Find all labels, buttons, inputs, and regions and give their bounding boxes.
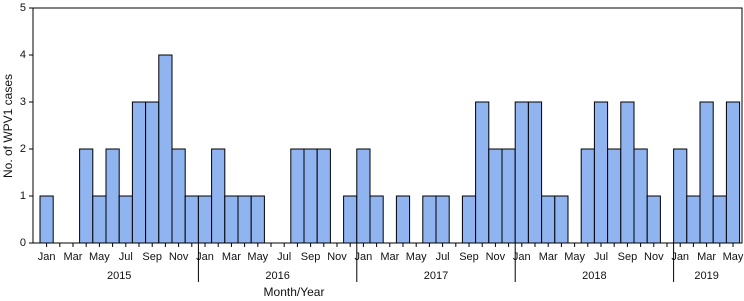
bar (105, 148, 120, 244)
bar (554, 195, 569, 244)
bar (422, 195, 437, 244)
x-tick-label: Sep (142, 251, 162, 263)
x-tick-label: May (564, 251, 585, 263)
x-tick-label: Sep (459, 251, 479, 263)
year-label: 2016 (265, 270, 289, 282)
bar (131, 101, 147, 244)
bar (369, 195, 384, 244)
x-tick-label: Jul (594, 251, 608, 263)
bar (593, 101, 609, 244)
bar (316, 148, 331, 244)
bar (39, 195, 54, 244)
bar (646, 195, 661, 244)
bar (224, 195, 239, 244)
x-tick-label: Mar (697, 251, 716, 263)
x-tick-label: Jan (355, 251, 373, 263)
bar (514, 101, 529, 244)
bar (250, 195, 265, 244)
bar (92, 195, 107, 244)
y-axis-title: No. of WPV1 cases (1, 74, 15, 178)
bar (686, 195, 701, 244)
bar (527, 101, 543, 244)
x-tick-label: May (89, 251, 110, 263)
x-tick-label: Mar (222, 251, 241, 263)
x-tick-label: Jan (513, 251, 531, 263)
year-label: 2017 (424, 270, 448, 282)
x-tick-label: Jul (119, 251, 133, 263)
bar (79, 148, 94, 244)
bar (158, 54, 173, 244)
x-tick-label: Mar (539, 251, 558, 263)
bar (488, 148, 503, 244)
x-tick-label: Nov (486, 251, 506, 263)
year-label: 2015 (107, 270, 131, 282)
bar (633, 148, 648, 244)
bar (541, 195, 556, 244)
x-tick-label: Nov (644, 251, 664, 263)
y-tick-label: 5 (20, 2, 26, 14)
x-tick-label: Jul (277, 251, 291, 263)
bar (184, 195, 199, 244)
year-label: 2019 (694, 270, 718, 282)
x-tick-label: Jan (196, 251, 214, 263)
plot-frame (32, 7, 743, 244)
bar (725, 101, 741, 244)
bar (197, 195, 213, 244)
y-tick-label: 2 (20, 143, 26, 155)
bar (435, 195, 450, 244)
bar (145, 101, 160, 244)
bar (356, 148, 371, 244)
y-tick-label: 3 (20, 96, 26, 108)
bar (475, 101, 490, 244)
bar (501, 148, 516, 244)
x-tick-label: May (406, 251, 427, 263)
x-axis-title: Month/Year (264, 285, 325, 299)
y-tick-label: 1 (20, 190, 26, 202)
bar (171, 148, 186, 244)
x-tick-label: May (723, 251, 744, 263)
bar (211, 148, 226, 244)
bar (580, 148, 595, 244)
x-tick-label: Sep (301, 251, 321, 263)
x-tick-label: Jan (671, 251, 689, 263)
year-label: 2018 (582, 270, 606, 282)
bar (673, 148, 688, 244)
y-tick-label: 4 (20, 49, 26, 61)
bar (699, 101, 714, 244)
bar (303, 148, 318, 244)
bar (620, 101, 635, 244)
x-tick-label: Jul (436, 251, 450, 263)
bar (461, 195, 477, 244)
bar (290, 148, 305, 244)
bar (237, 195, 252, 244)
x-tick-label: May (247, 251, 268, 263)
x-tick-label: Mar (64, 251, 83, 263)
bar (712, 195, 727, 244)
bar (607, 148, 622, 244)
x-tick-label: Sep (618, 251, 638, 263)
bar (343, 195, 358, 244)
x-tick-label: Nov (169, 251, 189, 263)
x-tick-label: Jan (38, 251, 56, 263)
bar (395, 195, 411, 244)
x-tick-label: Nov (327, 251, 347, 263)
bar (118, 195, 133, 244)
y-tick-label: 0 (20, 237, 26, 249)
x-tick-label: Mar (380, 251, 399, 263)
